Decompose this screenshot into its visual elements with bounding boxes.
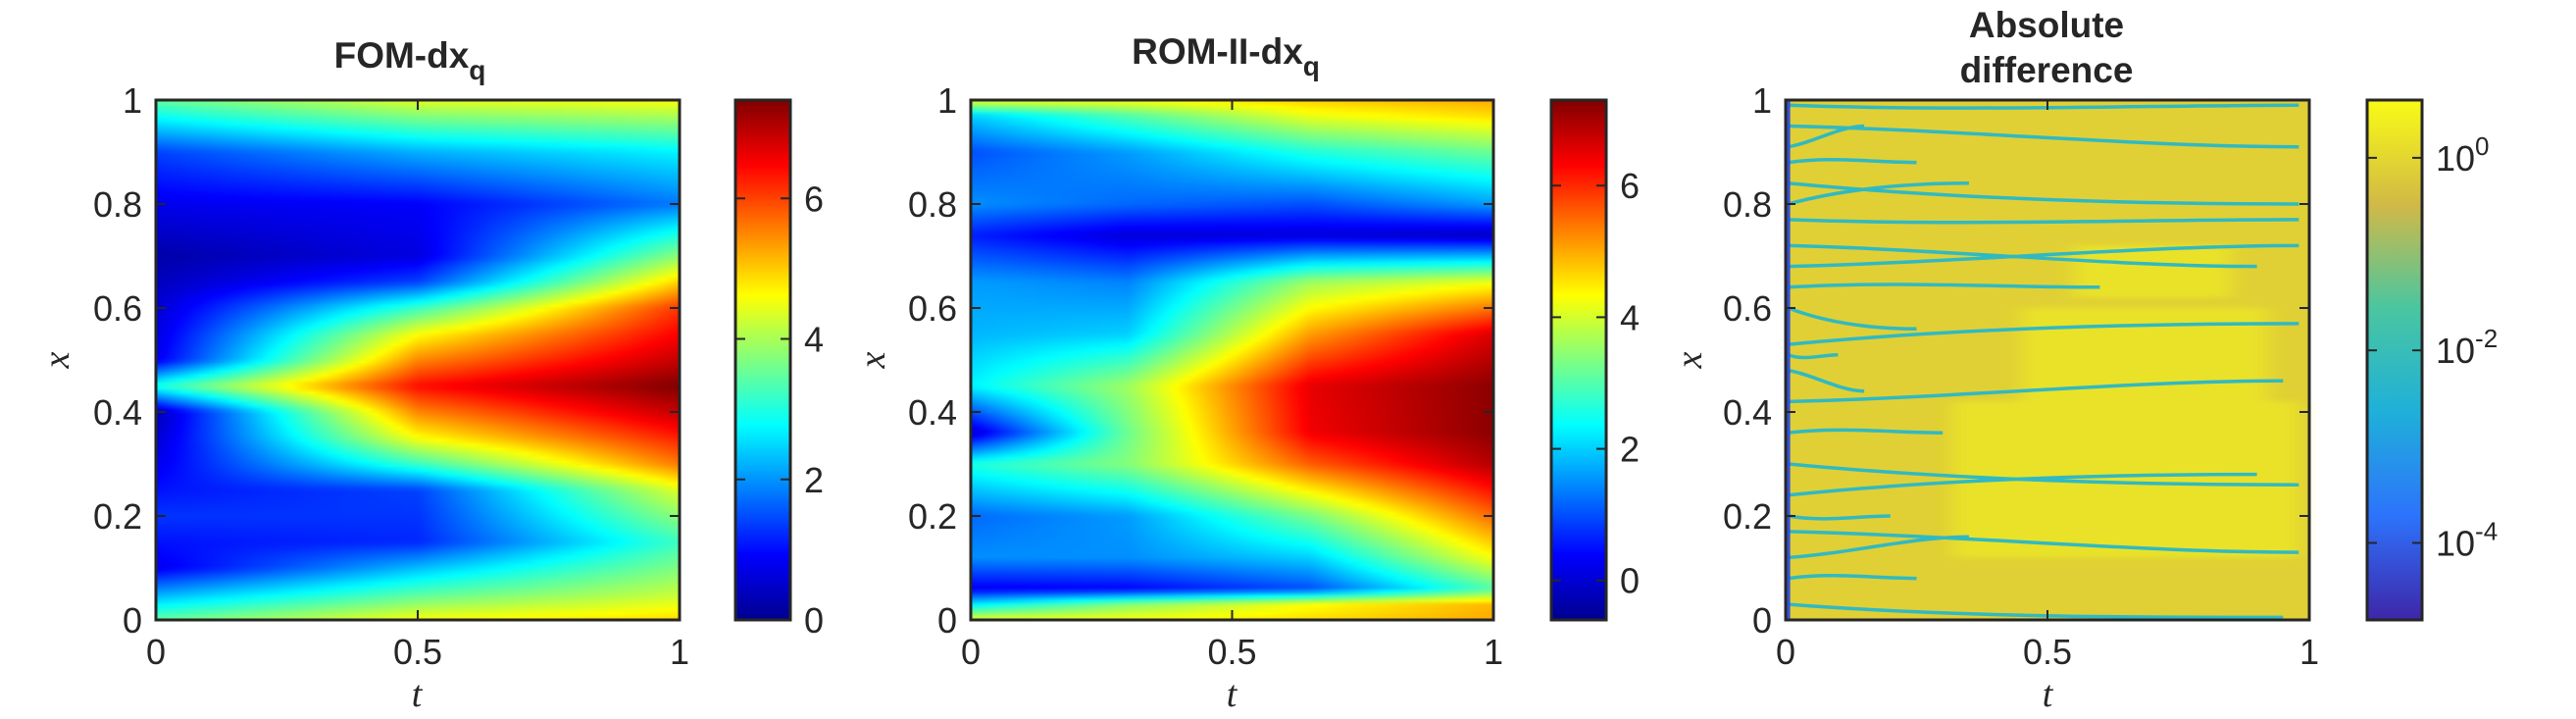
y-tick-label: 0.2: [93, 496, 142, 537]
panel-title-rom: ROM-II-dxq: [1132, 31, 1320, 81]
difference-contour: [1788, 218, 2299, 225]
difference-contour: [1788, 530, 2299, 554]
x-tick-label: 0.5: [1207, 632, 1256, 672]
panel-title-line-2: difference: [1960, 50, 2134, 90]
difference-contour: [1788, 514, 1891, 521]
x-tick-label: 1: [670, 632, 689, 672]
colorbar-fom: [735, 100, 790, 620]
colorbar-tick-label: 2: [804, 460, 824, 500]
difference-bright-band: [2073, 245, 2231, 298]
difference-contour: [1788, 368, 1865, 393]
heatmap-difference: [1785, 100, 2309, 620]
y-tick-label: 0.8: [1723, 184, 1772, 225]
y-tick-label: 0.2: [908, 496, 957, 537]
colorbar-frame-rom: [1549, 98, 1608, 622]
difference-contour: [1788, 243, 2299, 269]
y-axis-label-rom: x: [852, 351, 893, 369]
panel-fom: FOM-dxq 0 0.5 1 0 0.2 0.4 0.6 0.8 1 t x 0 2 4 6: [36, 35, 824, 715]
y-tick-label: 1: [1752, 80, 1772, 121]
colorbar-tick-label: 4: [804, 320, 824, 360]
x-axis-label-difference: t: [2043, 674, 2054, 715]
x-tick-label: 0.5: [393, 632, 442, 672]
x-axis-label-fom: t: [412, 674, 424, 715]
axes-rom: 0 0.5 1 0 0.2 0.4 0.6 0.8 1: [908, 80, 1503, 672]
heatmap-fom: [156, 100, 680, 620]
y-tick-label: 1: [937, 80, 957, 121]
y-axis-label-difference: x: [1669, 351, 1710, 369]
y-tick-label: 0.4: [1723, 392, 1772, 433]
colorbar-tick-label: 10-2: [2436, 324, 2498, 371]
difference-contour: [1788, 282, 2100, 289]
heatmap-rom: [971, 100, 1493, 620]
difference-contour: [1788, 574, 1917, 581]
panel-title-fom: FOM-dxq: [334, 35, 486, 85]
panel-rom: ROM-II-dxq 0 0.5 1 0 0.2 0.4 0.6 0.8 1 t x 0 2 4 6: [852, 31, 1640, 715]
x-tick-label: 0: [1776, 632, 1795, 672]
difference-contour: [1788, 602, 2284, 620]
y-tick-label: 0.4: [908, 392, 957, 433]
y-tick-label: 0.6: [1723, 288, 1772, 329]
x-axis-label-rom: t: [1227, 674, 1238, 715]
difference-contour: [1788, 352, 1839, 360]
difference-contour: [1788, 124, 1865, 149]
colorbar-tick-label: 0: [1620, 561, 1640, 601]
colorbar-tick-label: 6: [1620, 166, 1640, 206]
colorbar-tick-label: 10-4: [2436, 516, 2498, 563]
y-tick-label: 0.2: [1723, 496, 1772, 537]
difference-contour: [1788, 322, 2299, 346]
colorbar-tick-label: 0: [804, 600, 824, 641]
colorbar-frame-fom: [733, 98, 792, 622]
y-tick-label: 0.8: [93, 184, 142, 225]
colorbar-tick-label: 6: [804, 179, 824, 219]
colorbar-difference: [2367, 100, 2422, 620]
axes-difference: 0 0.5 1 0 0.2 0.4 0.6 0.8 1: [1723, 80, 2319, 672]
panel-difference: Absolute difference 0 0.5 100.20.40.60.81 …: [1669, 5, 2498, 715]
difference-contour: [1788, 428, 1944, 435]
colorbar-tick-label: 4: [1620, 297, 1640, 337]
colorbar-frame-difference: [2365, 98, 2424, 622]
y-tick-label: 0.6: [908, 288, 957, 329]
difference-contour: [1788, 158, 1917, 165]
difference-contour: [1788, 306, 1917, 331]
difference-contour: [1788, 462, 2299, 487]
x-tick-label: 1: [1484, 632, 1503, 672]
difference-contour: [1788, 379, 2284, 404]
difference-bright-regions: [1952, 245, 2299, 558]
difference-contour: [1788, 243, 2257, 269]
y-tick-label: 0: [937, 600, 957, 641]
colorbar-tick-label: 2: [1620, 430, 1640, 470]
y-tick-label: 0.8: [908, 184, 957, 225]
x-tick-label: 0.5: [2023, 632, 2072, 672]
difference-contour: [1788, 103, 2299, 110]
x-tick-label: 0: [961, 632, 981, 672]
axes-fom: 0 0.5 1 0 0.2 0.4 0.6 0.8 1: [93, 80, 689, 672]
colorbar-ticks-rom: 0 2 4 6: [1551, 166, 1640, 601]
y-axis-label-fom: x: [36, 351, 77, 369]
y-tick-label: 0.6: [93, 288, 142, 329]
colorbar-rom: [1551, 100, 1606, 620]
y-tick-label: 0: [1752, 600, 1772, 641]
colorbar-ticks-fom: 0 2 4 6: [735, 179, 824, 641]
difference-contour: [1788, 181, 1969, 206]
colorbar-ticks-difference: 100 10-2 10-4: [2367, 131, 2498, 563]
x-tick-label: 1: [2299, 632, 2319, 672]
difference-contour: [1788, 181, 2299, 206]
y-tick-label: 0.4: [93, 392, 142, 433]
panel-title-line-1: Absolute: [1969, 5, 2124, 45]
y-tick-label: 0: [123, 600, 142, 641]
x-tick-label: 0: [146, 632, 166, 672]
y-tick-label: 1: [123, 80, 142, 121]
colorbar-tick-label: 100: [2436, 131, 2490, 179]
difference-contour: [1788, 124, 2299, 149]
